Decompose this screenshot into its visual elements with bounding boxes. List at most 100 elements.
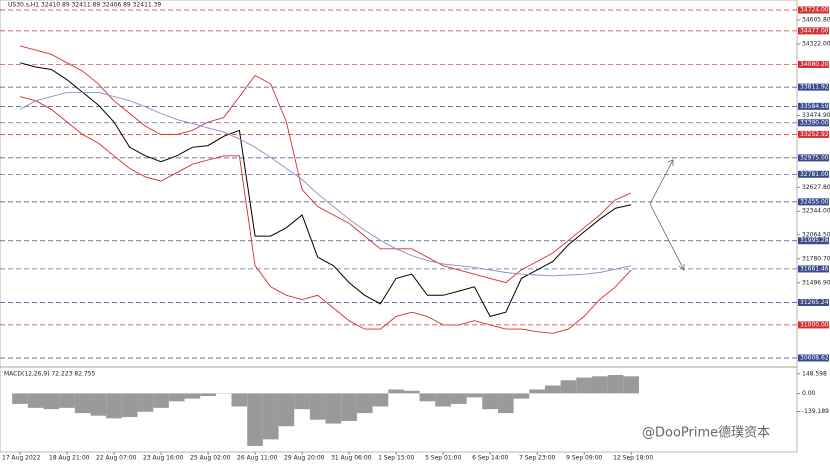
x-tick-label: 9 Sep 09:00 (566, 455, 602, 462)
level-tag: 31995.28 (798, 237, 829, 245)
level-tag: 33811.92 (798, 83, 829, 91)
macd-bar (137, 393, 154, 412)
macd-bar (607, 374, 624, 394)
level-tag: 34080.20 (798, 60, 829, 68)
x-tick-label: 22 Aug 07:00 (96, 455, 137, 462)
macd-bar (466, 393, 483, 398)
macd-bar (231, 393, 248, 407)
macd-bar (43, 393, 60, 410)
level-tag-bg (798, 83, 829, 91)
level-tag-bg (798, 27, 829, 35)
level-tag: 32781.00 (798, 170, 829, 178)
macd-bar (278, 393, 295, 427)
level-tag-bg (798, 354, 829, 362)
y-tick-label: 32344.00 (802, 208, 830, 215)
x-tick-label: 18 Aug 21:00 (49, 455, 90, 462)
level-tag-bg (798, 6, 829, 14)
macd-bar (247, 393, 263, 446)
y-tick-label: 148.598 (802, 370, 827, 377)
macd-bar (435, 393, 451, 407)
macd-bar (623, 376, 639, 394)
x-tick-label: 12 Sep 18:00 (613, 455, 653, 462)
level-label: 33252.92 (800, 131, 829, 138)
y-tick-label: 31496.90 (802, 279, 830, 286)
macd-bar (482, 393, 498, 410)
level-label: 34477.00 (800, 27, 829, 34)
x-tick-label: 17 Aug 2022 (2, 455, 41, 462)
level-tag-bg (798, 154, 829, 162)
level-tag: 33390.00 (798, 119, 829, 127)
level-tag-bg (798, 130, 829, 138)
level-tag-bg (798, 60, 829, 68)
macd-bar (59, 393, 75, 408)
main-title: US30.s,H1 32410.89 32411.89 32406.89 324… (8, 2, 161, 9)
macd-bar (74, 393, 91, 414)
macd-bar (560, 380, 577, 394)
level-tag: 32975.00 (798, 154, 829, 162)
y-tick-label: 32064.50 (802, 231, 830, 238)
x-tick-label: 26 Aug 11:00 (237, 455, 278, 462)
macd-bar (450, 393, 467, 404)
macd-bar (325, 393, 342, 424)
y-tick-label: 34605.80 (802, 16, 830, 23)
macd-bar (184, 393, 201, 399)
macd-bar (168, 393, 185, 402)
level-tag: 34724.00 (798, 6, 829, 14)
level-tag-bg (798, 265, 829, 273)
macd-bar (544, 385, 561, 394)
level-tag-bg (798, 198, 829, 206)
macd-bar (591, 376, 608, 394)
y-tick-label: 31780.70 (802, 255, 830, 262)
macd-bar (576, 377, 592, 394)
x-tick-label: 1 Sep 15:00 (378, 455, 414, 462)
level-tag: 34477.00 (798, 27, 829, 35)
series-line (19, 91, 632, 277)
plot-frame (0, 0, 798, 453)
macd-bar (341, 393, 357, 421)
y-tick-label: 32627.80 (802, 184, 830, 191)
level-label: 31995.28 (800, 237, 829, 244)
series-line (19, 96, 632, 334)
level-label: 33584.59 (800, 103, 829, 110)
main-panel: 34605.80 34322.00 33474.90 32627.80 32344.00… (0, 6, 830, 462)
level-tag-bg (798, 237, 829, 245)
macd-bar (27, 393, 44, 408)
x-tick-label: 25 Aug 02:00 (190, 455, 231, 462)
macd-bar (356, 393, 373, 414)
macd-bar (121, 393, 138, 418)
level-tag-bg (798, 119, 829, 127)
watermark: @DooPrime德璞资本 (642, 426, 770, 441)
y-tick-label: 0.00 (802, 390, 816, 397)
x-tick-label: 5 Sep 01:00 (425, 455, 461, 462)
macd-bar (403, 390, 420, 394)
macd-bar (419, 393, 436, 402)
x-tick-label: 23 Aug 16:00 (143, 455, 184, 462)
macd-bar (153, 393, 169, 408)
level-label: 30608.62 (800, 354, 829, 361)
level-label: 34724.00 (800, 7, 829, 14)
macd-bar (200, 393, 216, 397)
level-tag: 31000.00 (798, 321, 829, 329)
level-label: 33811.92 (800, 84, 829, 91)
level-label: 32781.00 (800, 171, 829, 178)
level-label: 32975.00 (800, 154, 829, 161)
level-label: 32455.00 (800, 198, 829, 205)
macd-bar (513, 393, 530, 399)
y-tick-label: 34322.00 (802, 40, 830, 47)
level-label: 31000.00 (800, 321, 829, 328)
macd-bar (12, 393, 28, 404)
level-tag: 33252.92 (798, 130, 829, 138)
level-tag-bg (798, 170, 829, 178)
projection-arrows (649, 159, 685, 271)
x-tick-label: 29 Aug 20:00 (284, 455, 325, 462)
macd-bar (529, 389, 545, 394)
macd-bar (372, 393, 389, 407)
x-tick-label: 6 Sep 14:00 (472, 455, 508, 462)
y-tick-label: 33474.90 (802, 112, 830, 119)
level-label: 31265.24 (800, 299, 829, 306)
level-label: 31661.46 (800, 265, 829, 272)
level-tag: 31265.24 (798, 298, 829, 306)
y-tick-label: -139.189 (802, 408, 829, 415)
macd-bar (388, 389, 404, 394)
